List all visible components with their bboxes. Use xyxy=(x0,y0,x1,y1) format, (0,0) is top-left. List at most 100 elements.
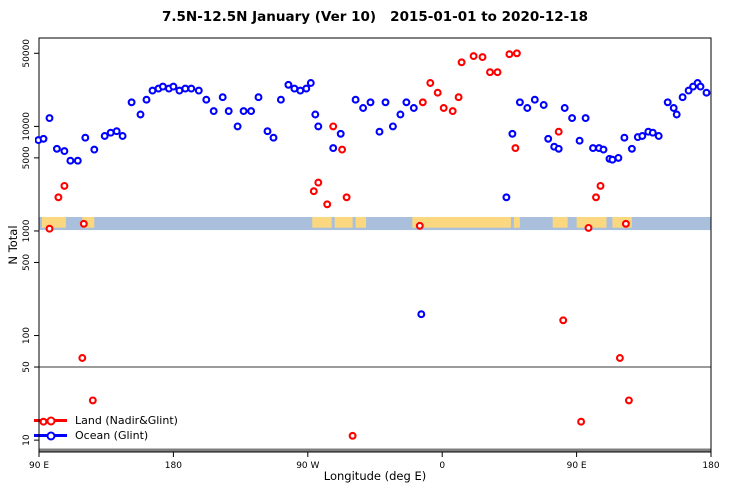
ocean-point xyxy=(148,86,157,95)
land-point xyxy=(418,98,427,107)
ocean-point xyxy=(39,134,48,143)
land-point xyxy=(621,219,630,228)
land-point xyxy=(309,187,318,196)
ocean-point xyxy=(311,110,320,119)
land-point xyxy=(584,223,593,232)
ocean-point xyxy=(112,127,121,136)
x-tick-label: 90 E xyxy=(567,461,587,471)
ocean-point xyxy=(684,86,693,95)
ocean-point xyxy=(169,82,178,91)
land-point xyxy=(454,93,463,102)
ocean-point xyxy=(672,110,681,119)
land-point xyxy=(79,219,88,228)
x-tick-label: 0 xyxy=(439,461,445,471)
x-tick-label: 90 W xyxy=(296,461,319,471)
ocean-point xyxy=(90,145,99,154)
legend-item-land: Land (Nadir&Glint) xyxy=(34,413,178,428)
land-point xyxy=(54,193,63,202)
ocean-point xyxy=(296,86,305,95)
land-point xyxy=(415,221,424,230)
x-axis: 90 E 180 90 W 0 90 E 180 xyxy=(29,452,720,471)
land-point xyxy=(433,88,442,97)
ocean-point xyxy=(515,98,524,107)
y-tick-label: 10 xyxy=(22,434,32,446)
map-band-land-segment xyxy=(41,216,66,228)
map-band-land-segment xyxy=(612,216,632,228)
ocean-point xyxy=(45,114,54,123)
land-point xyxy=(592,193,600,202)
legend-circle-icon xyxy=(46,431,55,440)
ocean-point xyxy=(306,79,315,87)
x-tick-label: 90 E xyxy=(29,461,49,471)
land-point xyxy=(457,58,466,67)
ocean-point xyxy=(233,122,242,131)
ocean-point xyxy=(106,128,115,137)
map-band-land-segment xyxy=(412,216,511,228)
ocean-point xyxy=(224,107,233,116)
land-point xyxy=(338,145,347,154)
ocean-point xyxy=(560,104,569,112)
land-point xyxy=(493,68,502,77)
ocean-point xyxy=(254,93,263,102)
y-tick-label: 5000 xyxy=(22,146,32,169)
ocean-point xyxy=(620,133,629,142)
ocean-point xyxy=(142,95,151,104)
x-tick-label: 180 xyxy=(702,461,719,471)
y-tick-label: 50000 xyxy=(22,39,32,68)
land-point xyxy=(512,49,521,58)
legend: Land (Nadir&Glint) Ocean (Glint) xyxy=(34,413,178,443)
ocean-point xyxy=(302,84,311,93)
y-tick-label: 500 xyxy=(22,254,32,271)
land-point xyxy=(342,193,351,202)
ocean-point xyxy=(502,193,511,202)
y-tick-label: 100 xyxy=(22,327,32,344)
ocean-point xyxy=(663,98,672,107)
legend-label-land: Land (Nadir&Glint) xyxy=(75,414,178,427)
map-band-land-segment xyxy=(312,216,332,228)
land-point xyxy=(329,122,338,131)
ocean-point xyxy=(409,104,418,112)
ocean-point xyxy=(187,84,196,93)
map-band-land-segment xyxy=(552,216,568,228)
ocean-point xyxy=(381,98,390,107)
land-point xyxy=(624,396,633,405)
ocean-point xyxy=(276,95,285,104)
land-point xyxy=(39,417,48,426)
land-point xyxy=(615,354,624,362)
ocean-point xyxy=(581,114,590,123)
land-point xyxy=(486,68,494,77)
ocean-point xyxy=(366,98,375,107)
y-tick-label: 10000 xyxy=(22,112,32,141)
land-point xyxy=(439,104,448,112)
ocean-point xyxy=(530,95,539,104)
land-point xyxy=(577,417,586,426)
ocean-point xyxy=(158,82,167,91)
ocean-point xyxy=(73,156,82,165)
ocean-point xyxy=(60,147,69,156)
ocean-point xyxy=(118,132,127,140)
land-point xyxy=(478,53,487,62)
ocean-point xyxy=(269,133,278,142)
land-series-points xyxy=(39,49,633,440)
land-point xyxy=(323,200,332,209)
ocean-point xyxy=(388,122,397,131)
land-point xyxy=(78,354,87,362)
ocean-point xyxy=(589,144,597,153)
ocean-point xyxy=(568,114,577,123)
ocean-series-points xyxy=(35,79,711,319)
ocean-point xyxy=(247,107,256,116)
land-point xyxy=(426,79,435,87)
ocean-point xyxy=(608,155,617,164)
legend-label-ocean: Ocean (Glint) xyxy=(75,429,149,442)
land-point xyxy=(596,181,605,190)
ocean-point xyxy=(202,95,211,104)
land-point xyxy=(469,52,478,61)
land-point xyxy=(554,127,563,136)
ocean-point xyxy=(575,136,584,145)
land-point xyxy=(511,144,520,153)
ocean-point xyxy=(627,144,636,153)
ocean-point xyxy=(417,310,426,319)
map-band-land-segment xyxy=(513,216,520,228)
